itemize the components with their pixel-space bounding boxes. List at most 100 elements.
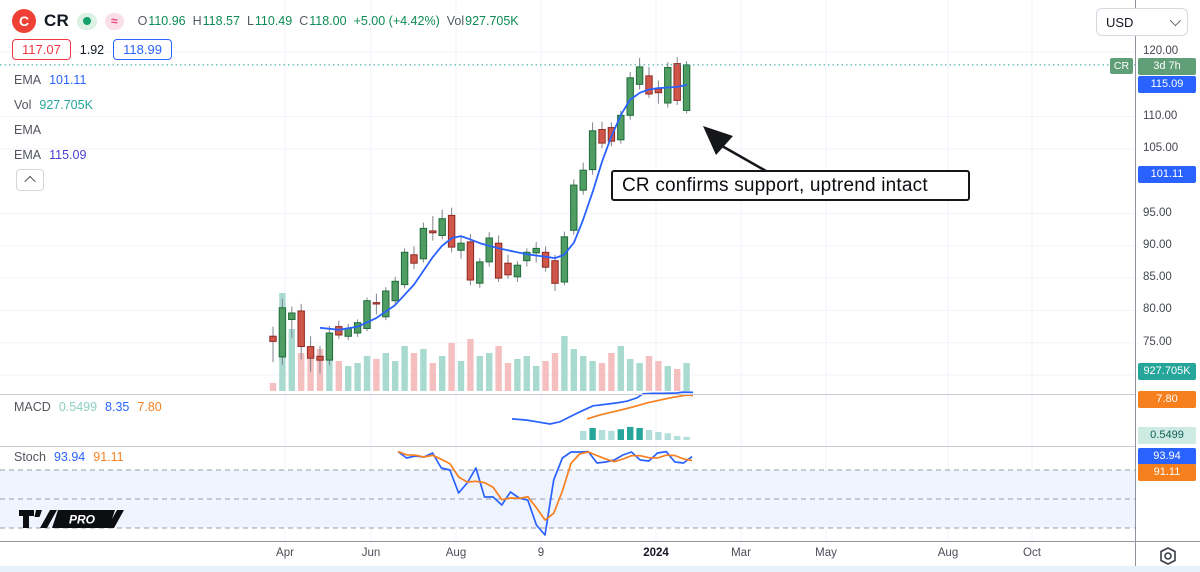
volume-bar <box>457 361 465 391</box>
volume-bar <box>636 363 643 391</box>
legend-row-value: 115.09 <box>49 147 87 162</box>
buy-price-button[interactable]: 118.99 <box>113 39 172 60</box>
macd-legend[interactable]: MACD 0.5499 8.35 7.80 <box>14 400 162 414</box>
stoch-d-line <box>397 450 693 521</box>
candle-up <box>438 218 446 236</box>
volume-bar <box>326 346 333 391</box>
legend-collapse-button[interactable] <box>16 169 44 191</box>
candle-up <box>476 261 484 284</box>
sell-price-button[interactable]: 117.07 <box>12 39 71 60</box>
macd-label: MACD <box>14 400 51 414</box>
macd-signal-line <box>586 394 694 420</box>
volume-bar <box>617 346 624 391</box>
candle-up <box>400 251 409 286</box>
axis-badge: 91.11 <box>1138 463 1196 481</box>
tradingview-pro-logo[interactable]: PRO <box>17 507 127 531</box>
candle-up <box>532 247 540 254</box>
stoch-legend[interactable]: Stoch 93.94 91.11 <box>14 450 124 464</box>
candle-up <box>513 264 522 278</box>
legend-row-value: 927.705K <box>39 97 93 112</box>
volume-bar <box>439 356 446 391</box>
annotation-arrow-line[interactable] <box>721 144 767 173</box>
volume-bar <box>598 363 606 391</box>
annotation-callout[interactable]: CR confirms support, uptrend intact <box>611 170 970 201</box>
volume-bar <box>495 346 502 391</box>
macd-histogram-bar <box>636 428 643 440</box>
candle-up <box>570 184 578 231</box>
ohlc-key: C <box>299 14 309 28</box>
volume-bar <box>523 356 530 391</box>
price-tick: 120.00 <box>1143 45 1179 57</box>
time-axis[interactable]: Apr Jun Aug 9 2024 Mar May Aug Oct <box>0 542 1135 566</box>
macd-line-value: 8.35 <box>105 400 130 414</box>
pane-separator-stoch[interactable] <box>0 446 1200 447</box>
volume-bar <box>645 356 653 391</box>
candle-up <box>635 66 644 85</box>
candle-down <box>598 129 606 144</box>
ohlc-key: O <box>137 14 148 28</box>
hexagon-dot-icon <box>1160 547 1176 565</box>
volume-bar <box>345 366 352 391</box>
macd-line <box>511 391 694 425</box>
candle-up <box>382 290 390 318</box>
volume-bar <box>373 359 380 391</box>
axis-badge: 93.94 <box>1138 447 1196 465</box>
chart-canvas[interactable] <box>0 0 1135 541</box>
candle-up <box>457 242 465 251</box>
symbol-name[interactable]: CR <box>44 11 69 30</box>
volume-bar <box>476 356 483 391</box>
price-tick: 75.00 <box>1143 336 1172 348</box>
axis-badge: 3d 7h <box>1138 57 1196 75</box>
volume-bar <box>288 329 295 391</box>
volume-bar <box>420 349 427 391</box>
volume-bar <box>542 361 549 391</box>
ohlc-value: 118.00 <box>309 14 347 28</box>
candle-down <box>306 346 315 359</box>
price-axis[interactable]: 120.00 110.00 105.00 95.00 90.00 85.00 80.00 75… <box>1136 0 1200 541</box>
macd-histogram-bar <box>645 430 653 440</box>
volume-bar <box>683 363 690 391</box>
price-tick: 105.00 <box>1143 142 1179 154</box>
macd-hist-value: 0.5499 <box>58 400 98 414</box>
legend-row-vol[interactable]: Vol 927.705K <box>14 92 93 117</box>
macd-histogram-bar <box>655 432 662 440</box>
chevron-down-icon <box>1169 14 1182 27</box>
legend-row-label: EMA <box>14 122 42 137</box>
macd-histogram-bar <box>664 433 671 440</box>
legend-row-ema[interactable]: EMA <box>14 117 93 142</box>
symbol-logo-icon[interactable]: C <box>12 9 36 33</box>
candle-up <box>391 280 399 302</box>
axis-settings-button[interactable] <box>1152 545 1184 567</box>
candle-up <box>626 77 634 116</box>
price-tick: 85.00 <box>1143 271 1172 283</box>
trade-widget: 117.07 1.92 118.99 <box>12 39 172 60</box>
macd-histogram-bar <box>683 436 690 440</box>
annotation-arrow-head <box>703 126 733 155</box>
volume-bar <box>655 361 662 391</box>
time-tick: Apr <box>276 547 294 559</box>
volume-bar <box>354 363 361 391</box>
volume-bar <box>467 339 474 391</box>
ohlc-key: H <box>192 14 202 28</box>
ohlc-value: 118.57 <box>202 14 240 28</box>
ohlc-value: 110.49 <box>254 14 293 28</box>
axis-badge: 115.09 <box>1138 75 1196 93</box>
svg-text:PRO: PRO <box>69 513 96 527</box>
currency-selector[interactable]: USD <box>1096 8 1188 36</box>
stoch-k-line <box>397 450 693 536</box>
macd-histogram-bar <box>598 430 606 440</box>
candle-down <box>335 326 343 336</box>
volume-bar <box>551 353 559 391</box>
macd-histogram-bar <box>674 436 681 440</box>
legend-row-label: EMA <box>14 147 42 162</box>
macd-histogram-bar <box>608 430 615 440</box>
time-tick: Oct <box>1023 547 1041 559</box>
candle-up <box>579 169 587 191</box>
spread-value: 1.92 <box>79 42 105 57</box>
macd-histogram-bar <box>580 430 587 440</box>
legend-row-ema[interactable]: EMA 101.11 <box>14 67 93 92</box>
volume-bar <box>664 366 671 391</box>
vol-value: 927.705K <box>465 14 519 28</box>
legend-row-ema[interactable]: EMA 115.09 <box>14 142 93 167</box>
pane-separator-macd[interactable] <box>0 394 1200 395</box>
